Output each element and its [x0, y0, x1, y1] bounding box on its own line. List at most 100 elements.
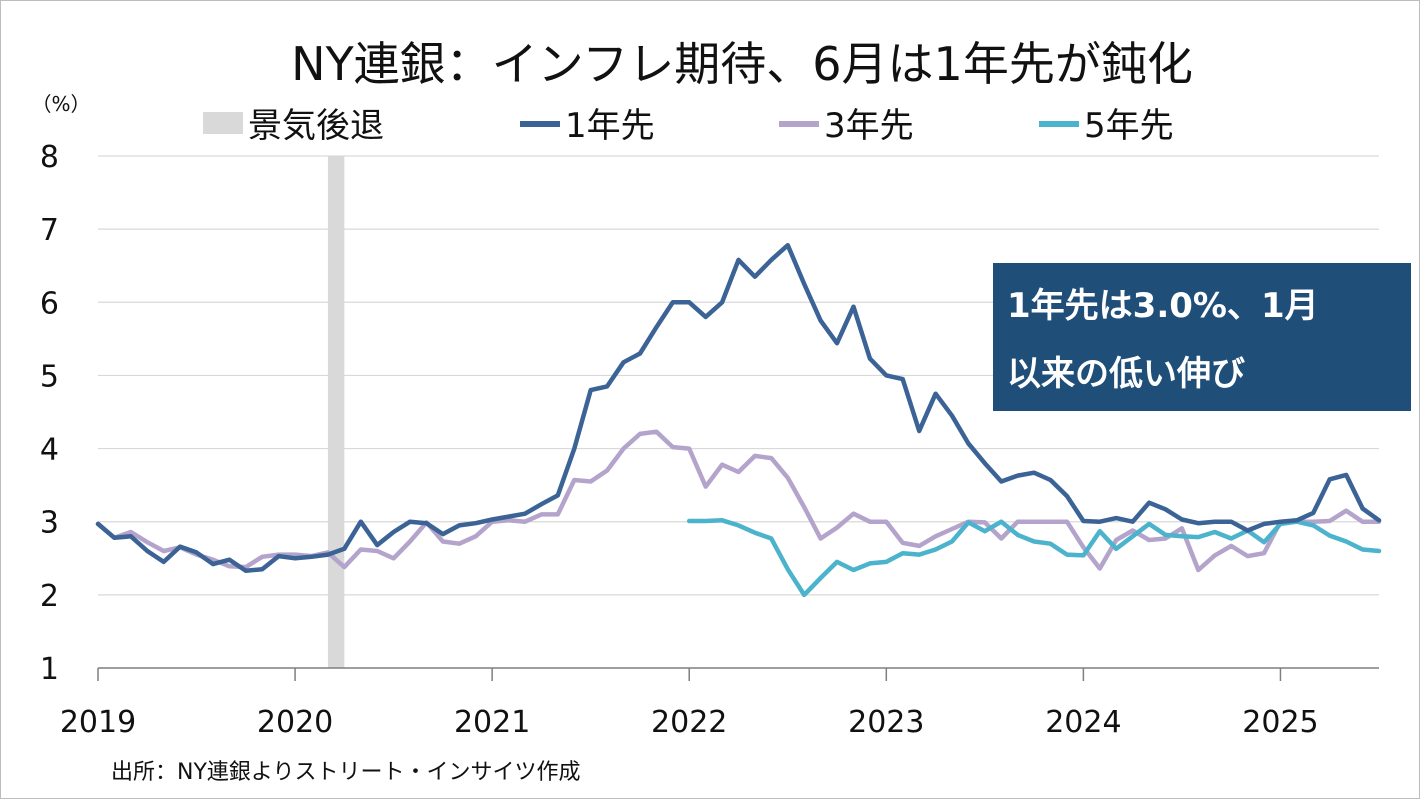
- data-point-3y: [851, 512, 856, 516]
- data-point-1y: [474, 521, 478, 525]
- series-line-5y: [686, 518, 1382, 598]
- data-point-1y: [326, 553, 330, 557]
- data-point-1y: [605, 384, 609, 388]
- data-point-1y: [375, 543, 379, 547]
- y-tick-label-6: 6: [40, 286, 59, 321]
- data-point-5y: [1328, 534, 1332, 538]
- data-point-3y: [1016, 520, 1020, 524]
- data-point-3y: [1163, 536, 1168, 541]
- data-point-1y: [786, 243, 790, 247]
- data-point-3y: [227, 564, 231, 568]
- data-point-1y: [1213, 520, 1217, 524]
- data-point-1y: [1278, 520, 1283, 524]
- data-point-3y: [720, 463, 724, 467]
- data-point-3y: [260, 555, 264, 559]
- data-point-3y: [1361, 520, 1365, 524]
- data-point-5y: [1048, 542, 1053, 546]
- data-point-1y: [687, 300, 691, 304]
- data-point-1y: [1163, 507, 1168, 511]
- data-point-3y: [704, 485, 708, 489]
- data-point-3y: [375, 549, 379, 553]
- data-point-5y: [966, 520, 971, 525]
- data-point-1y: [523, 512, 527, 516]
- data-point-5y: [786, 567, 790, 571]
- data-point-1y: [1328, 477, 1332, 481]
- data-point-1y: [572, 447, 576, 451]
- x-tick-label-2025: 2025: [1242, 705, 1318, 740]
- data-point-1y: [507, 515, 511, 519]
- x-tick-label-2022: 2022: [651, 705, 727, 740]
- data-point-3y: [392, 556, 396, 560]
- data-point-1y: [671, 300, 675, 304]
- data-point-3y: [884, 520, 888, 524]
- data-point-3y: [835, 526, 839, 530]
- data-point-3y: [753, 454, 757, 458]
- data-point-5y: [1344, 539, 1348, 544]
- data-point-3y: [621, 447, 626, 451]
- data-point-1y: [835, 341, 839, 345]
- recession-band: [327, 156, 345, 668]
- x-tick-label-2020: 2020: [257, 705, 333, 740]
- data-point-1y: [1196, 521, 1200, 525]
- legend-item-recession: 景気後退: [203, 106, 384, 146]
- data-point-3y: [917, 544, 921, 548]
- data-point-5y: [704, 519, 708, 523]
- data-point-3y: [1229, 544, 1233, 548]
- data-point-5y: [769, 536, 773, 541]
- data-point-3y: [868, 520, 872, 524]
- chart-title: NY連銀：インフレ期待、6月は1年先が鈍化: [291, 37, 1193, 91]
- data-point-1y: [277, 554, 281, 558]
- data-point-3y: [934, 534, 938, 538]
- data-point-1y: [1344, 473, 1348, 477]
- data-point-3y: [605, 468, 609, 473]
- data-point-1y: [392, 530, 396, 534]
- data-point-1y: [457, 523, 461, 528]
- data-point-5y: [917, 553, 921, 557]
- x-tick-label-2023: 2023: [848, 705, 924, 740]
- data-point-3y: [1328, 519, 1332, 523]
- data-point-3y: [1114, 538, 1118, 542]
- y-tick-label-5: 5: [40, 359, 59, 394]
- data-point-1y: [851, 305, 856, 309]
- data-point-5y: [802, 593, 806, 597]
- data-point-3y: [1262, 551, 1266, 555]
- data-point-3y: [1344, 509, 1348, 513]
- data-point-1y: [934, 392, 938, 396]
- data-point-1y: [901, 377, 905, 381]
- callout-box: 1年先は3.0%、1月 以来の低い伸び: [993, 263, 1411, 411]
- data-point-1y: [638, 351, 642, 356]
- y-tick-label-1: 1: [40, 652, 59, 687]
- data-point-1y: [1098, 520, 1102, 524]
- legend-label-3y: 3年先: [824, 106, 914, 146]
- legend-label-5y: 5年先: [1084, 106, 1174, 146]
- data-point-3y: [572, 478, 576, 482]
- data-point-3y: [786, 476, 790, 480]
- data-point-1y: [178, 545, 182, 549]
- data-point-3y: [1147, 538, 1151, 542]
- data-point-3y: [359, 547, 363, 552]
- data-point-1y: [884, 373, 888, 377]
- data-point-5y: [1196, 535, 1200, 539]
- data-point-3y: [293, 553, 297, 557]
- data-point-3y: [999, 536, 1003, 541]
- data-point-3y: [1081, 545, 1085, 549]
- data-point-3y: [589, 479, 593, 484]
- data-point-1y: [1147, 501, 1151, 505]
- data-point-5y: [983, 529, 987, 533]
- data-point-1y: [129, 534, 133, 538]
- data-point-1y: [1229, 520, 1233, 524]
- data-point-1y: [490, 517, 494, 522]
- data-point-1y: [1311, 511, 1315, 515]
- data-point-3y: [802, 505, 806, 509]
- data-point-3y: [556, 512, 560, 516]
- data-point-1y: [1295, 518, 1299, 522]
- data-point-5y: [1377, 549, 1381, 553]
- data-point-5y: [1147, 522, 1151, 526]
- data-point-3y: [1180, 526, 1184, 530]
- data-point-1y: [1246, 528, 1250, 533]
- data-point-1y: [1016, 474, 1020, 478]
- data-point-3y: [671, 445, 675, 449]
- legend-swatch-recession: [203, 112, 243, 134]
- data-point-5y: [1229, 536, 1233, 541]
- data-point-1y: [1262, 522, 1266, 526]
